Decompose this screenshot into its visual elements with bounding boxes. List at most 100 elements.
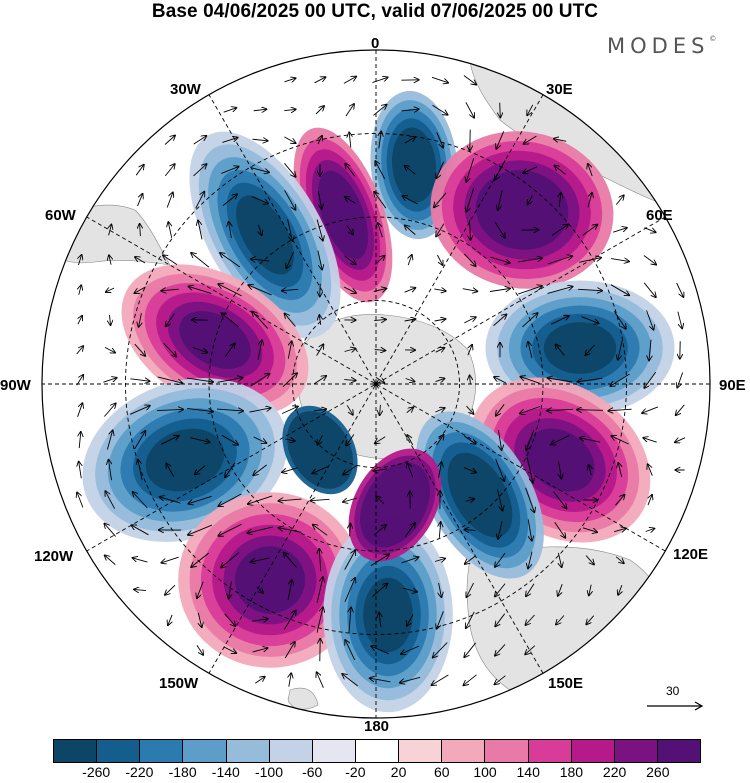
meridian-line xyxy=(208,94,544,674)
wind-vector xyxy=(463,467,476,473)
wind-vector xyxy=(229,222,232,239)
wind-vector xyxy=(497,489,503,511)
right-arrow-icon xyxy=(647,701,704,711)
wind-vector xyxy=(615,556,624,563)
colorbar-swatch xyxy=(355,740,400,762)
wind-vector xyxy=(555,166,566,175)
wind-vector xyxy=(434,289,445,291)
wind-vector xyxy=(613,228,627,233)
land-nz xyxy=(287,687,319,710)
wind-vector xyxy=(610,284,629,296)
wind-vector xyxy=(547,256,572,265)
anomaly-center-low-180 xyxy=(323,517,453,713)
wind-vector xyxy=(187,407,213,411)
wind-vector xyxy=(374,319,386,320)
wind-vector xyxy=(615,195,623,205)
wind-vector xyxy=(551,316,569,325)
wind-vector xyxy=(645,529,655,532)
wind-vector xyxy=(135,257,146,264)
colorbar-swatch xyxy=(269,740,313,762)
wind-vector xyxy=(76,375,83,386)
wind-vector xyxy=(225,462,236,477)
wind-vector xyxy=(500,102,501,118)
wind-vector xyxy=(464,435,475,444)
wind-vector xyxy=(618,463,621,478)
lon-label-90e: 90E xyxy=(719,377,746,394)
wind-vector xyxy=(465,555,476,564)
wind-vector xyxy=(404,523,415,538)
wind-vector xyxy=(495,644,506,655)
wind-vector xyxy=(314,77,326,84)
wind-vector xyxy=(313,409,326,411)
colorbar-tick-label: -60 xyxy=(302,764,323,780)
wind-vector xyxy=(376,496,385,505)
wind-vector xyxy=(643,282,656,297)
wind-vector xyxy=(133,492,148,509)
wind-vectors xyxy=(76,75,686,688)
anomaly-center-low-140e xyxy=(416,411,544,579)
wind-vector xyxy=(313,525,328,536)
wind-vector xyxy=(618,340,623,359)
wind-vector xyxy=(559,461,562,479)
wind-vector xyxy=(578,377,603,382)
map-title: Base 04/06/2025 00 UTC, valid 07/06/2025… xyxy=(151,1,599,22)
wind-vector xyxy=(554,522,566,537)
lon-label-150e: 150E xyxy=(548,675,584,692)
wind-vector xyxy=(585,344,595,355)
wind-vector xyxy=(251,259,270,261)
wind-vector xyxy=(284,642,295,659)
wind-vector xyxy=(252,619,268,621)
wind-vector xyxy=(134,431,146,450)
wind-vector xyxy=(160,497,181,504)
wind-vector xyxy=(646,310,654,329)
wind-vector xyxy=(349,608,351,633)
wind-vector xyxy=(318,435,323,444)
wind-vector xyxy=(553,491,567,509)
wind-vector xyxy=(109,460,112,481)
wind-vector xyxy=(104,524,116,537)
colorbar-tick-label: -20 xyxy=(345,764,366,780)
wind-vector xyxy=(375,256,384,265)
colorbar-tick-label: 60 xyxy=(434,764,450,780)
wind-vector xyxy=(78,255,81,266)
wind-vector xyxy=(77,403,83,417)
colorbar-tick-label: -100 xyxy=(254,764,284,780)
wind-vector xyxy=(402,587,417,592)
wind-vector xyxy=(378,223,383,238)
wind-vector xyxy=(104,347,115,352)
wind-vector xyxy=(648,495,652,506)
wind-vector xyxy=(375,376,384,383)
wind-vector xyxy=(134,589,146,590)
wind-vector xyxy=(462,289,478,292)
wind-vector xyxy=(464,253,475,266)
wind-vector xyxy=(349,133,351,148)
anomaly-contour xyxy=(391,127,437,203)
lon-label-30e: 30E xyxy=(546,81,573,98)
wind-vector xyxy=(494,222,505,237)
wind-vector xyxy=(431,76,448,82)
wind-vector xyxy=(400,676,421,682)
wind-vector xyxy=(466,582,475,597)
wind-vector xyxy=(344,578,355,603)
wind-vector xyxy=(255,677,264,684)
wind-vector xyxy=(316,607,323,633)
wind-vector xyxy=(187,377,213,382)
wind-vector xyxy=(439,582,442,597)
wind-vector xyxy=(345,104,354,117)
wind-vector xyxy=(258,224,261,235)
wind-vector xyxy=(611,436,629,445)
lon-label-90w: 90W xyxy=(0,377,31,394)
wind-vector xyxy=(556,615,565,625)
wind-vector xyxy=(193,136,207,145)
wind-vector xyxy=(528,551,533,569)
wind-vector xyxy=(372,77,387,84)
wind-vector xyxy=(190,437,209,443)
wind-vector xyxy=(644,227,655,233)
wind-vector xyxy=(282,407,298,414)
wind-vector xyxy=(405,379,415,382)
wind-vector xyxy=(577,410,604,411)
colorbar-swatch xyxy=(226,740,270,762)
wind-vector xyxy=(139,313,142,327)
latitude-circle xyxy=(292,300,460,468)
wind-vector xyxy=(526,457,533,482)
